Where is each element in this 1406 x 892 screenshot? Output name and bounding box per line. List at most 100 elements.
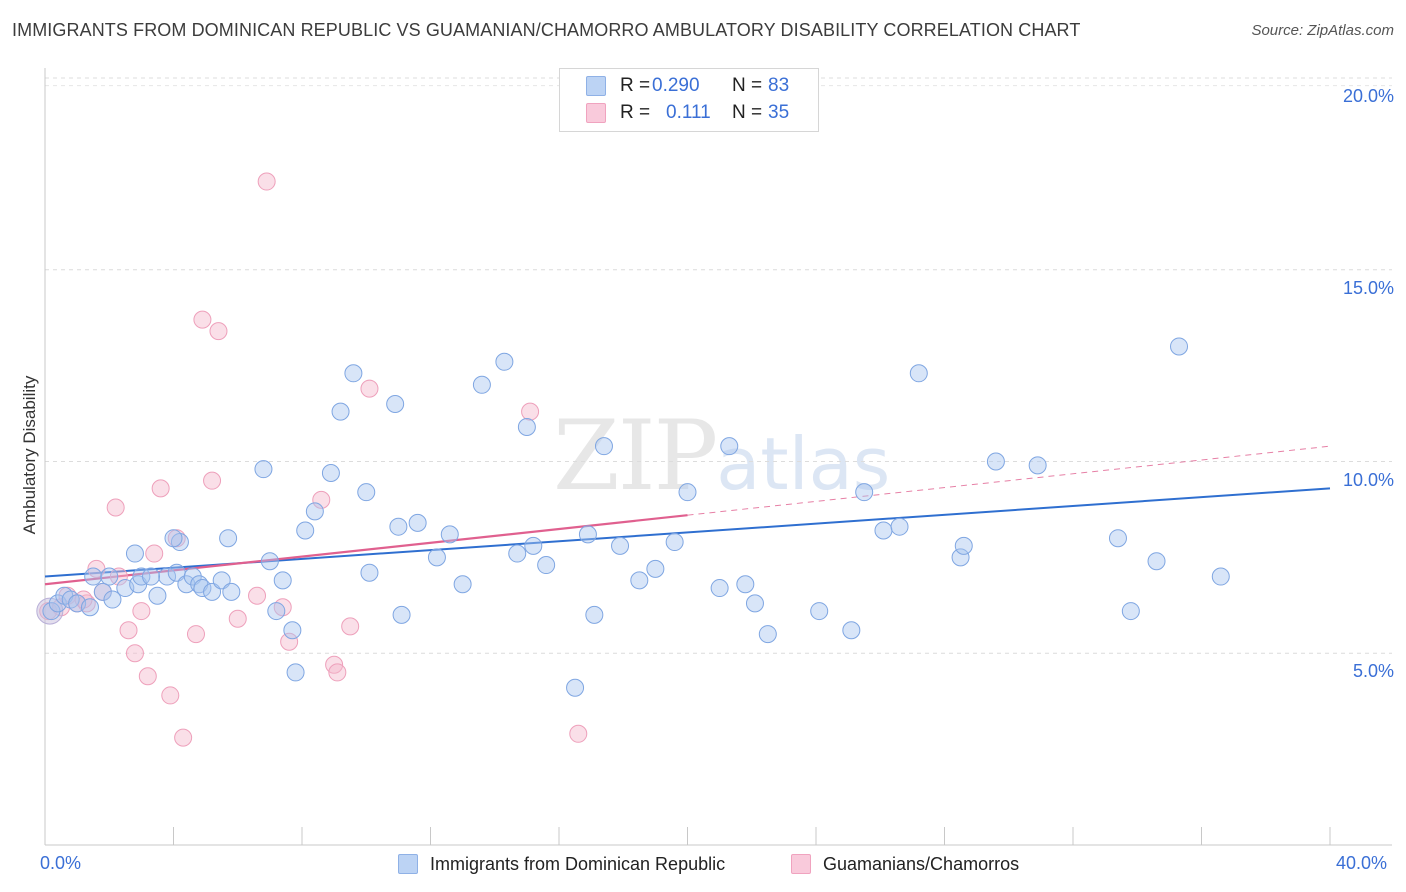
data-point-dominican: [212, 571, 231, 590]
data-point-guamanian: [138, 667, 157, 686]
legend-r-value: 0.111: [666, 102, 711, 123]
data-point-guamanian: [203, 471, 222, 490]
data-point-dominican: [392, 605, 411, 624]
legend-row-guamanian: R = 0.111 N = 35: [586, 102, 808, 124]
legend-n-value: 35: [768, 102, 790, 123]
data-point-dominican: [1147, 552, 1166, 571]
legend-n-label: N =: [732, 102, 763, 123]
data-point-guamanian: [106, 498, 125, 517]
data-point-guamanian: [248, 586, 267, 605]
source-label: Source: ZipAtlas.com: [1251, 22, 1394, 39]
legend-swatch-pink: [791, 854, 811, 874]
data-point-dominican: [517, 417, 536, 436]
legend-r-value: 0.290: [652, 75, 700, 96]
data-point-dominican: [132, 567, 151, 586]
data-point-dominican: [842, 621, 861, 640]
data-point-dominican: [472, 375, 491, 394]
bottom-legend-dominican: Immigrants from Dominican Republic: [398, 852, 725, 876]
data-point-dominican: [890, 517, 909, 536]
data-point-dominican: [427, 548, 446, 567]
data-point-dominican: [986, 452, 1005, 471]
legend-series-name: Guamanians/Chamorros: [823, 853, 1020, 874]
data-point-dominican: [611, 536, 630, 555]
data-point-dominican: [951, 548, 970, 567]
data-point-dominican: [357, 483, 376, 502]
data-point-guamanian: [193, 310, 212, 329]
data-point-dominican: [720, 437, 739, 456]
data-point-dominican: [874, 521, 893, 540]
data-point-dominican: [758, 625, 777, 644]
axes: [44, 68, 1392, 846]
y-axis-label: Ambulatory Disability: [20, 375, 39, 535]
data-point-dominican: [344, 364, 363, 383]
data-point-dominican: [678, 483, 697, 502]
data-point-dominican: [286, 663, 305, 682]
trend-line-guamanian-extension: [687, 445, 1331, 516]
data-point-dominican: [1028, 456, 1047, 475]
bottom-legend-guamanian: Guamanians/Chamorros: [791, 852, 1019, 876]
data-point-dominican: [148, 586, 167, 605]
data-point-dominican: [1211, 567, 1230, 586]
data-point-dominican: [578, 525, 597, 544]
trend-lines: [44, 445, 1331, 586]
data-point-dominican: [125, 544, 144, 563]
data-point-dominican: [736, 575, 755, 594]
data-point-dominican: [508, 544, 527, 563]
watermark: ZIPatlas: [553, 400, 890, 512]
data-point-dominican: [360, 563, 379, 582]
data-point-dominican: [537, 556, 556, 575]
data-point-guamanian: [145, 544, 164, 563]
data-point-dominican: [440, 525, 459, 544]
data-point-dominican: [495, 352, 514, 371]
data-point-dominican: [100, 567, 119, 586]
data-point-guamanian: [174, 728, 193, 747]
data-point-guamanian: [280, 632, 299, 651]
data-point-guamanian: [312, 490, 331, 509]
data-point-dominican: [855, 483, 874, 502]
data-point-guamanian: [257, 172, 276, 191]
data-point-dominican: [203, 582, 222, 601]
data-point-dominican: [93, 582, 112, 601]
data-point-dominican: [164, 529, 183, 548]
data-point-dominican: [453, 575, 472, 594]
data-point-dominican: [296, 521, 315, 540]
data-point-guamanian: [186, 625, 205, 644]
y-tick-label: 10.0%: [1342, 469, 1394, 490]
data-point-dominican: [954, 536, 973, 555]
legend-row-dominican: R = 0.290 N = 83: [586, 75, 808, 97]
watermark-zip: ZIP: [553, 400, 718, 512]
data-point-dominican: [646, 559, 665, 578]
data-point-dominican: [193, 579, 212, 598]
data-point-dominican: [566, 678, 585, 697]
data-point-dominican: [331, 402, 350, 421]
data-point-guamanian: [569, 724, 588, 743]
legend-r-label: R =: [620, 102, 651, 123]
correlation-legend: R = 0.290 N = 83 R = 0.111 N = 35: [559, 68, 819, 132]
x-tick-label-min: 0.0%: [40, 853, 82, 873]
data-point-dominican: [909, 364, 928, 383]
y-tick-label: 5.0%: [1352, 661, 1394, 682]
data-point-guamanian: [328, 663, 347, 682]
data-point-dominican: [219, 529, 238, 548]
data-point-dominican: [183, 567, 202, 586]
data-point-dominican: [321, 464, 340, 483]
x-tick-label-max: 40.0%: [1336, 853, 1388, 873]
data-point-dominican: [260, 552, 279, 571]
data-point-dominican: [267, 602, 286, 621]
data-point-guamanian: [521, 402, 540, 421]
data-point-guamanian: [161, 686, 180, 705]
data-point-dominican: [594, 437, 613, 456]
data-point-dominican: [1121, 602, 1140, 621]
y-tick-label: 15.0%: [1342, 277, 1394, 298]
data-point-guamanian: [132, 602, 151, 621]
legend-swatch-blue: [586, 76, 606, 96]
points-dominican: [42, 337, 1230, 697]
data-point-guamanian: [228, 609, 247, 628]
data-point-dominican: [389, 517, 408, 536]
data-point-dominican: [254, 460, 273, 479]
data-point-dominican: [1108, 529, 1127, 548]
legend-n-value: 83: [768, 75, 790, 96]
data-point-dominican: [305, 502, 324, 521]
data-point-guamanian: [109, 567, 128, 586]
